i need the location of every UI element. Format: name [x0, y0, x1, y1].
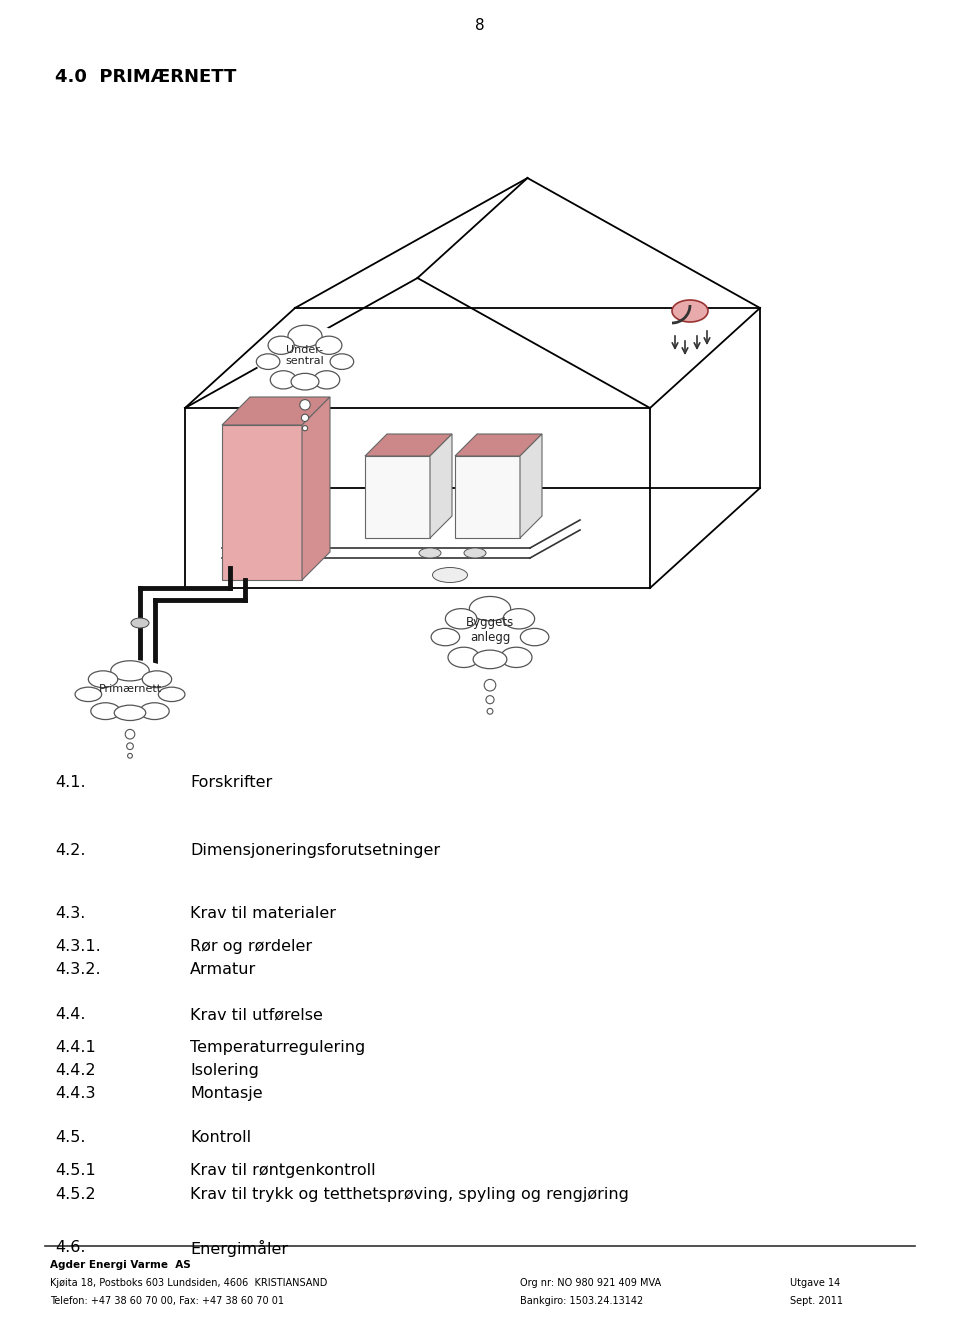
Text: Kontroll: Kontroll — [190, 1130, 252, 1145]
Text: Agder Energi Varme  AS: Agder Energi Varme AS — [50, 1260, 191, 1270]
Ellipse shape — [271, 371, 297, 389]
Ellipse shape — [288, 325, 322, 347]
Text: Dimensjoneringsforutsetninger: Dimensjoneringsforutsetninger — [190, 843, 440, 858]
Text: 4.1.: 4.1. — [55, 776, 85, 790]
Text: 8: 8 — [475, 19, 485, 33]
Text: 4.3.1.: 4.3.1. — [55, 939, 101, 954]
Ellipse shape — [291, 373, 319, 390]
Circle shape — [127, 742, 133, 749]
Text: 4.5.1: 4.5.1 — [55, 1163, 96, 1178]
Ellipse shape — [672, 300, 708, 321]
Ellipse shape — [445, 608, 477, 629]
Text: Byggets
anlegg: Byggets anlegg — [466, 616, 515, 644]
Text: 4.5.2: 4.5.2 — [55, 1187, 96, 1202]
Ellipse shape — [114, 705, 146, 721]
Polygon shape — [302, 397, 330, 580]
Ellipse shape — [140, 703, 169, 720]
Polygon shape — [365, 456, 430, 538]
Text: 4.6.: 4.6. — [55, 1240, 85, 1255]
Ellipse shape — [314, 371, 340, 389]
Ellipse shape — [74, 660, 186, 722]
Ellipse shape — [464, 548, 486, 558]
Text: Energimåler: Energimåler — [190, 1240, 288, 1258]
Text: Montasje: Montasje — [190, 1086, 263, 1101]
Text: Krav til røntgenkontroll: Krav til røntgenkontroll — [190, 1163, 375, 1178]
Text: Org nr: NO 980 921 409 MVA: Org nr: NO 980 921 409 MVA — [520, 1278, 661, 1288]
Ellipse shape — [520, 628, 549, 645]
Text: Krav til materialer: Krav til materialer — [190, 906, 336, 922]
Text: 4.4.2: 4.4.2 — [55, 1062, 96, 1078]
Text: Utgave 14: Utgave 14 — [790, 1278, 840, 1288]
Ellipse shape — [316, 336, 342, 355]
Text: 4.4.1: 4.4.1 — [55, 1040, 96, 1054]
Text: 4.2.: 4.2. — [55, 843, 85, 858]
Ellipse shape — [500, 647, 532, 668]
Polygon shape — [455, 434, 542, 456]
Text: Isolering: Isolering — [190, 1062, 259, 1078]
Ellipse shape — [448, 647, 479, 668]
Text: 4.4.: 4.4. — [55, 1007, 85, 1023]
Text: Krav til trykk og tetthetsprøving, spyling og rengjøring: Krav til trykk og tetthetsprøving, spyli… — [190, 1187, 629, 1202]
Ellipse shape — [433, 567, 468, 583]
Text: 4.5.: 4.5. — [55, 1130, 85, 1145]
Text: Krav til utførelse: Krav til utførelse — [190, 1007, 323, 1023]
Text: Forskrifter: Forskrifter — [190, 776, 273, 790]
Circle shape — [302, 425, 307, 430]
Ellipse shape — [255, 324, 354, 392]
Ellipse shape — [88, 671, 118, 688]
Polygon shape — [365, 434, 452, 456]
Ellipse shape — [158, 687, 185, 701]
Text: Sept. 2011: Sept. 2011 — [790, 1296, 843, 1305]
Text: 4.4.3: 4.4.3 — [55, 1086, 95, 1101]
Ellipse shape — [330, 353, 353, 369]
Text: 4.3.: 4.3. — [55, 906, 85, 922]
Circle shape — [487, 708, 492, 714]
Circle shape — [301, 414, 309, 421]
Circle shape — [125, 729, 134, 738]
Text: Primærnett: Primærnett — [99, 684, 161, 693]
Polygon shape — [430, 434, 452, 538]
Text: Rør og rørdeler: Rør og rørdeler — [190, 939, 312, 954]
Polygon shape — [222, 397, 330, 425]
Polygon shape — [520, 434, 542, 538]
Circle shape — [128, 753, 132, 758]
Ellipse shape — [430, 595, 550, 671]
Text: 4.0  PRIMÆRNETT: 4.0 PRIMÆRNETT — [55, 68, 236, 86]
Ellipse shape — [419, 548, 441, 558]
Circle shape — [486, 696, 494, 704]
Text: Kjøita 18, Postboks 603 Lundsiden, 4606  KRISTIANSAND: Kjøita 18, Postboks 603 Lundsiden, 4606 … — [50, 1278, 327, 1288]
Ellipse shape — [268, 336, 294, 355]
Ellipse shape — [131, 618, 149, 628]
Text: Armatur: Armatur — [190, 961, 256, 977]
Ellipse shape — [137, 687, 159, 699]
Circle shape — [300, 400, 310, 410]
Text: 4.3.2.: 4.3.2. — [55, 961, 101, 977]
Ellipse shape — [473, 651, 507, 669]
Ellipse shape — [431, 628, 460, 645]
Ellipse shape — [110, 661, 149, 681]
Ellipse shape — [75, 687, 102, 701]
Text: Under-
sentral: Under- sentral — [286, 344, 324, 367]
Ellipse shape — [256, 353, 280, 369]
Circle shape — [484, 680, 495, 691]
Text: Telefon: +47 38 60 70 00, Fax: +47 38 60 70 01: Telefon: +47 38 60 70 00, Fax: +47 38 60… — [50, 1296, 284, 1305]
Ellipse shape — [503, 608, 535, 629]
Text: Temperaturregulering: Temperaturregulering — [190, 1040, 365, 1054]
Polygon shape — [222, 425, 302, 580]
Ellipse shape — [91, 703, 120, 720]
Ellipse shape — [142, 671, 172, 688]
Text: Bankgiro: 1503.24.13142: Bankgiro: 1503.24.13142 — [520, 1296, 643, 1305]
Polygon shape — [455, 456, 520, 538]
Ellipse shape — [469, 596, 511, 620]
